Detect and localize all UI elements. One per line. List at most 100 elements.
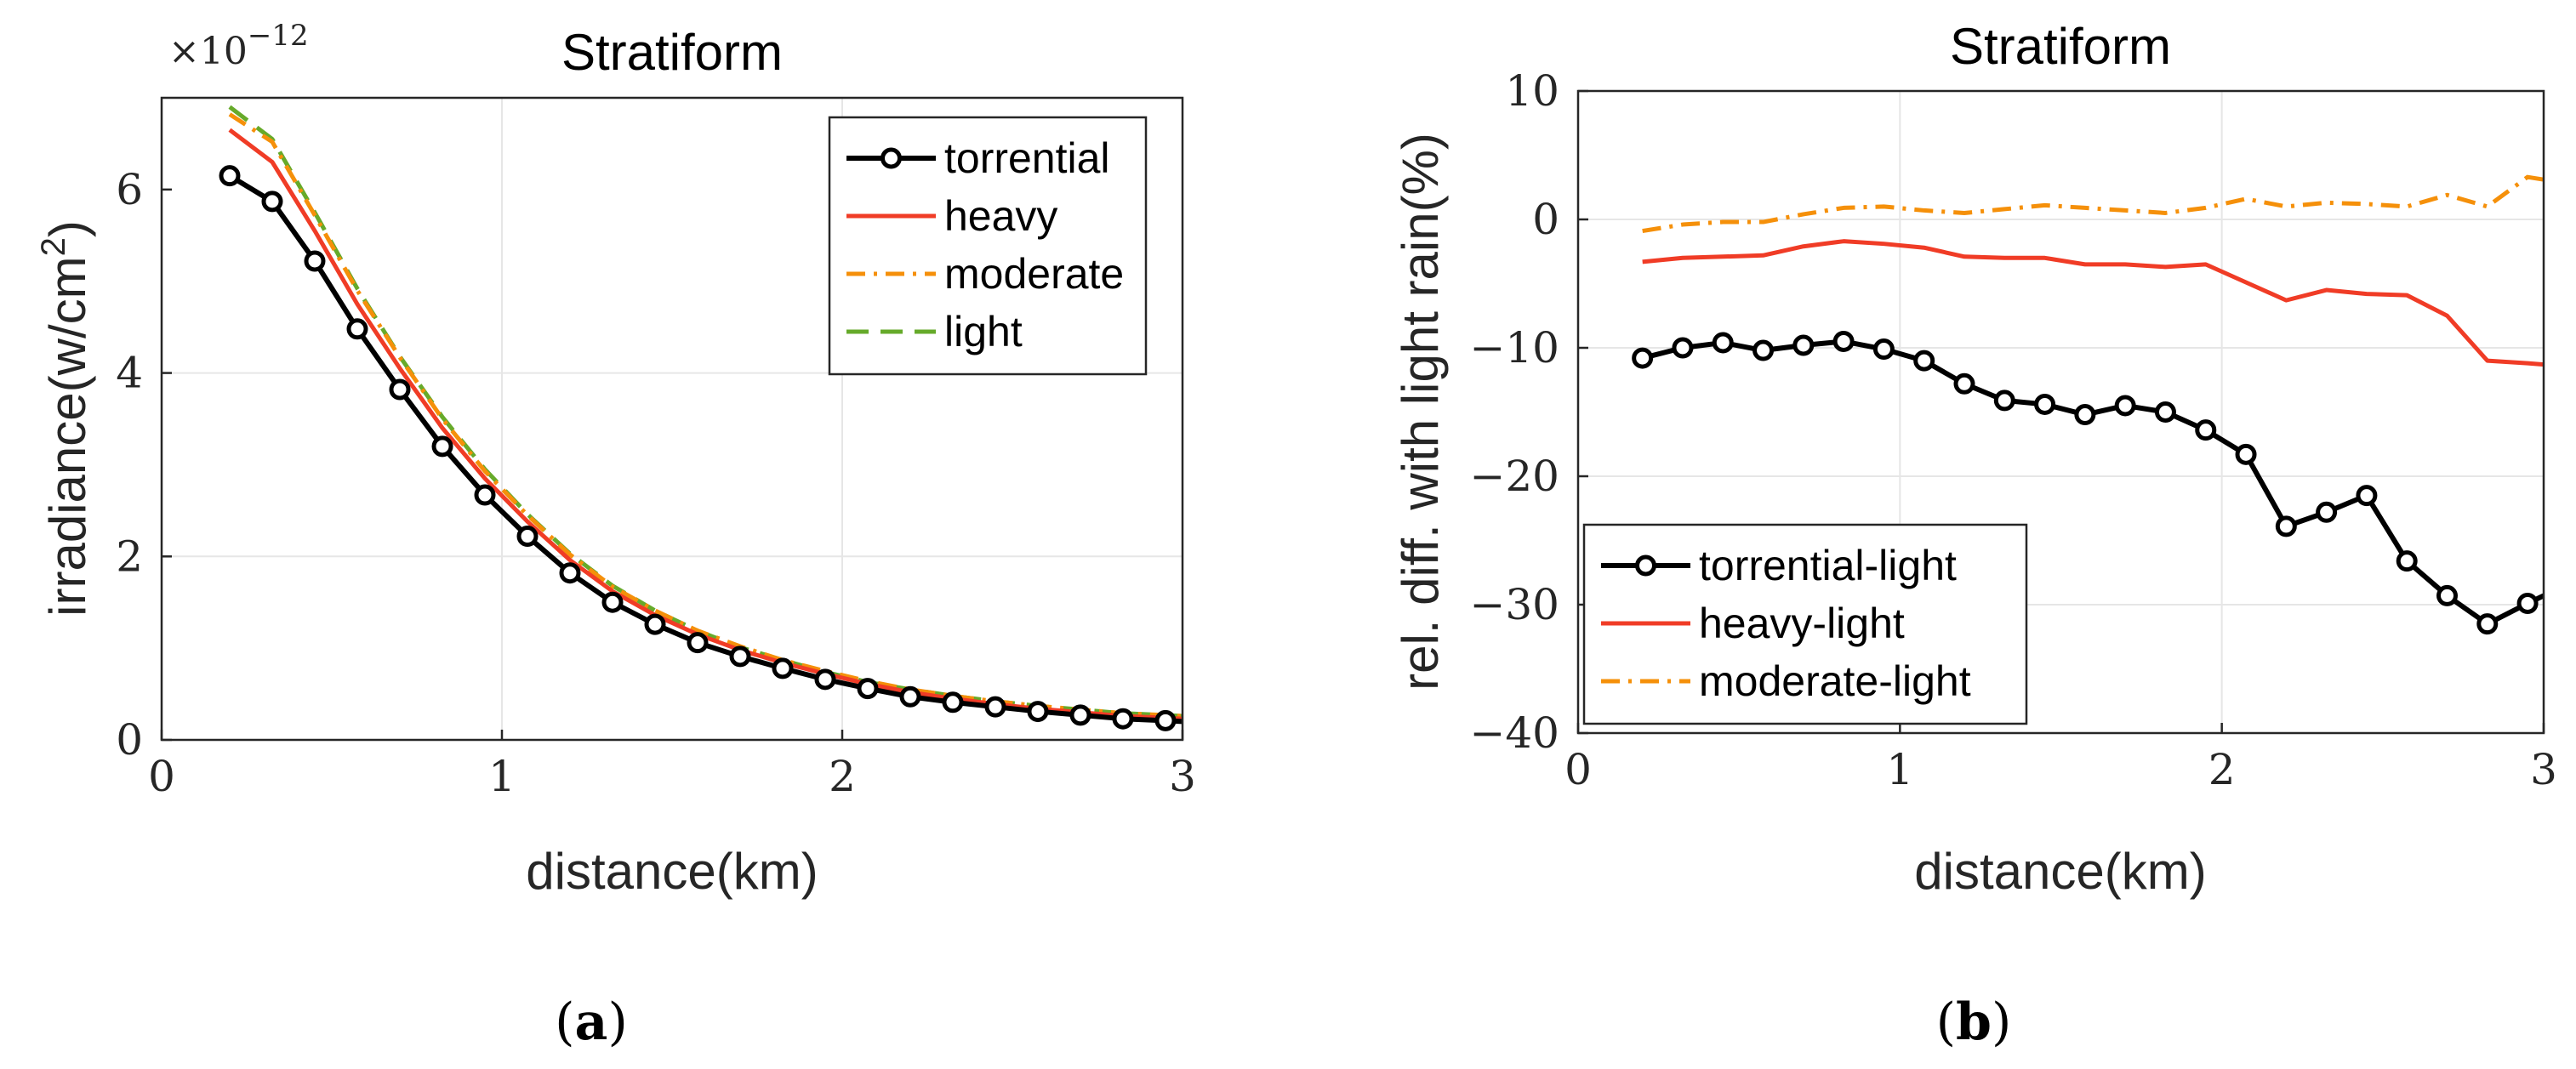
chart-a-series-torrential-point — [261, 190, 283, 213]
chart-b-series-torrential-light-point — [2436, 584, 2458, 606]
chart-b-axes-box — [1576, 89, 2545, 735]
chart-a-series-torrential-point — [857, 678, 879, 700]
chart-a-series — [219, 105, 1183, 731]
chart-a-series-torrential-point — [559, 562, 581, 584]
chart-a-series-torrential-point — [899, 685, 921, 708]
chart-a-series-torrential-point — [219, 165, 241, 187]
chart-b-title: Stratiform — [1950, 18, 2171, 75]
chart-a-title: Stratiform — [561, 24, 783, 81]
chart-a-series-torrential-point — [601, 591, 624, 613]
chart-b-legend-label-moderate-light: moderate-light — [1699, 657, 1971, 705]
chart-a-legend-label-torrential: torrential — [944, 134, 1110, 182]
chart-a-x-tick-label: 0 — [148, 752, 175, 801]
chart-b-series-torrential-light-point — [2396, 550, 2418, 572]
chart-a-y-tick-label: 4 — [116, 349, 143, 398]
chart-a-series-torrential-point — [389, 378, 411, 401]
chart-a-legend-marker-torrential — [881, 147, 902, 169]
chart-b-series-torrential-light-point — [2316, 501, 2338, 523]
chart-a-series-torrential-point — [516, 526, 539, 548]
chart-b-series-torrential-light-point — [1993, 390, 2015, 412]
chart-b-series-torrential-light-point — [2195, 419, 2217, 441]
chart-a-caption-open: ( — [555, 992, 574, 1052]
chart-a-x-ticks: 0 1 2 3 — [148, 730, 1196, 801]
chart-a-series-torrential-point — [431, 435, 453, 458]
chart-a-x-axis-label: distance(km) — [526, 843, 818, 900]
chart-a-series-torrential-point — [346, 318, 368, 340]
chart-b-series-torrential-light-point — [2516, 592, 2539, 614]
chart-a-series-torrential-point — [1027, 701, 1049, 723]
chart-b-series-torrential-light-point — [2114, 395, 2136, 417]
chart-b-series-torrential-light-point — [2154, 401, 2176, 423]
chart-a-series-torrential-point — [687, 632, 709, 654]
chart-b-y-tick-label: −30 — [1469, 580, 1559, 629]
chart-b-series-torrential-light-point — [1872, 338, 1895, 361]
chart-b-series-torrential-light-point — [1672, 337, 1694, 359]
chart-a-exponent-power: −12 — [248, 19, 309, 53]
chart-b-caption-letter: b — [1956, 992, 1992, 1052]
chart-a-series-torrential-point — [644, 613, 666, 635]
chart-a-series-torrential-point — [984, 696, 1006, 718]
chart-a-series-torrential-point — [1154, 709, 1177, 731]
chart-b: 0 1 2 3 −40 −30 −20 −10 0 10 Stratiform distance… — [1392, 18, 2557, 1052]
chart-b-y-tick-label: −10 — [1469, 323, 1559, 372]
chart-a-legend: torrential heavy moderate light — [828, 116, 1148, 376]
chart-a-series-torrential-point — [474, 484, 496, 506]
chart-b-x-tick-label: 1 — [1886, 745, 1913, 794]
chart-a-y-tick-label: 6 — [116, 165, 143, 214]
chart-b-series-torrential-light-point — [1792, 334, 1815, 356]
chart-b-x-tick-label: 2 — [2208, 745, 2236, 794]
chart-b-caption: (b) — [1936, 992, 2012, 1052]
chart-b-y-tick-label: −40 — [1469, 708, 1559, 758]
chart-b-y-tick-label: 10 — [1505, 66, 1559, 116]
chart-a: 0 1 2 3 0 2 4 6 Stratiform distance(km) irradi… — [35, 19, 1196, 1052]
chart-b-series-torrential-light-point — [2034, 393, 2056, 415]
chart-b-legend-label-torrential-light: torrential-light — [1699, 542, 1957, 589]
chart-a-series-torrential-point — [942, 691, 964, 714]
chart-b-series-torrential-light-point — [1913, 350, 1935, 372]
chart-b-legend-marker-torrential-light — [1635, 554, 1656, 577]
chart-b-series-torrential-light-point — [1832, 330, 1855, 352]
chart-a-y-axis-label-main: irradiance(w/cm — [39, 256, 96, 616]
chart-b-series-torrential-light-point — [2476, 613, 2499, 635]
chart-b-series-torrential-light-point — [1752, 339, 1775, 361]
chart-b-y-ticks: −40 −30 −20 −10 0 10 — [1469, 66, 1588, 758]
chart-b-x-tick-label: 3 — [2530, 745, 2557, 794]
chart-b-series-torrential-light-point — [2074, 404, 2096, 426]
chart-b-x-tick-label: 0 — [1564, 745, 1592, 794]
chart-a-series-torrential-point — [772, 657, 794, 679]
chart-b-series-torrential-light-point — [1632, 347, 1654, 369]
chart-b-series-torrential-light-point — [1953, 372, 1975, 395]
chart-b-y-axis-label: rel. diff. with light rain(%) — [1392, 133, 1449, 691]
chart-a-exponent: ×10−12 — [168, 19, 309, 73]
chart-b-series-torrential-light-point — [2275, 515, 2297, 537]
chart-b-series-torrential-light-point — [1712, 332, 1734, 354]
chart-a-legend-label-heavy: heavy — [944, 192, 1057, 240]
chart-b-x-axis-label: distance(km) — [1914, 843, 2206, 900]
chart-b-caption-close: ) — [1992, 992, 2011, 1052]
chart-a-caption-close: ) — [607, 992, 627, 1052]
chart-b-series-torrential-light-point — [2235, 443, 2257, 465]
chart-a-series-torrential-point — [1112, 708, 1134, 730]
chart-a-y-axis-label-superscript: 2 — [35, 237, 72, 256]
chart-a-x-tick-label: 3 — [1169, 752, 1196, 801]
chart-a-series-torrential-point — [304, 250, 326, 272]
chart-a-y-ticks: 0 2 4 6 — [116, 165, 172, 765]
chart-a-x-tick-label: 2 — [829, 752, 856, 801]
chart-a-y-axis-label: irradiance(w/cm2) — [35, 220, 96, 617]
chart-b-legend: torrential-light heavy-light moderate-ligh… — [1582, 523, 2028, 725]
chart-b-y-tick-label: 0 — [1532, 195, 1559, 244]
chart-b-caption-open: ( — [1936, 992, 1956, 1052]
chart-a-legend-label-moderate: moderate — [944, 250, 1124, 298]
chart-b-x-ticks: 0 1 2 3 — [1564, 723, 2557, 794]
chart-a-series-torrential-point — [814, 668, 836, 691]
chart-a-series-torrential-point — [1069, 704, 1091, 726]
chart-a-caption: (a) — [555, 992, 628, 1052]
chart-b-series-heavy-light-line — [1642, 239, 2545, 367]
chart-a-series-torrential-point — [729, 645, 751, 668]
chart-a-exponent-base: ×10 — [168, 30, 248, 73]
chart-b-series — [1632, 174, 2545, 635]
chart-a-y-axis-label-close: ) — [39, 220, 96, 237]
chart-a-legend-label-light: light — [944, 308, 1023, 355]
chart-a-y-tick-label: 0 — [116, 715, 143, 765]
